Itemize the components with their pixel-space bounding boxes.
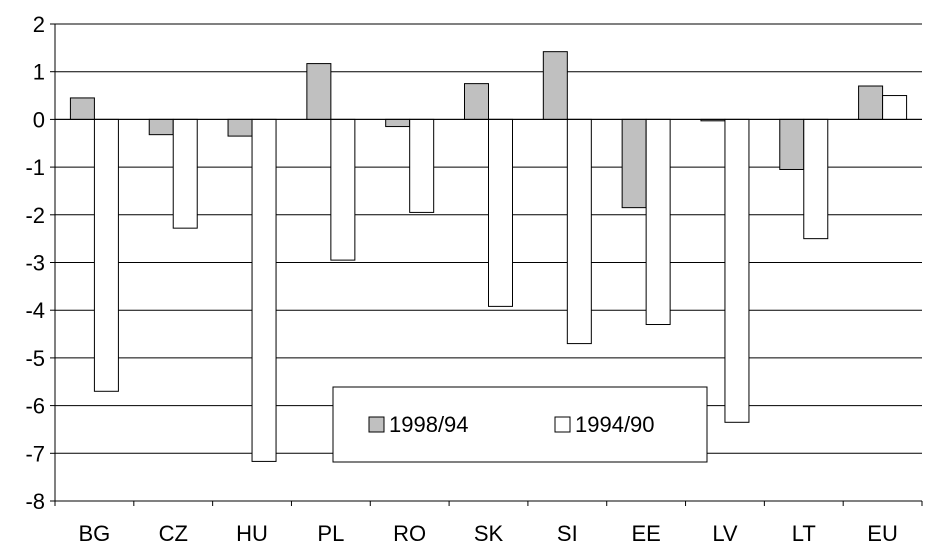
axes <box>50 23 923 506</box>
y-tick-label: -1 <box>25 155 45 180</box>
bars <box>69 51 908 462</box>
y-tick-label: -7 <box>25 441 45 466</box>
legend-swatch-series-2 <box>554 416 571 433</box>
x-tick-label: LV <box>712 521 738 546</box>
x-tick-label: BG <box>79 521 111 546</box>
y-tick-label: -4 <box>25 298 45 323</box>
y-tick-label: -2 <box>25 203 45 228</box>
bar-si-series-1 <box>542 51 568 120</box>
bar-bg-series-1 <box>69 97 95 120</box>
x-tick-label: SK <box>474 521 504 546</box>
bar-lt-series-2 <box>803 118 829 240</box>
x-tick-labels: BG CZ HU PL RO SK SI EE LV LT EU <box>79 521 898 546</box>
legend-swatch-series-1 <box>368 416 385 433</box>
legend-box <box>332 386 708 463</box>
bar-hu-series-2 <box>251 118 277 462</box>
y-tick-label: -3 <box>25 251 45 276</box>
x-tick-label: RO <box>393 521 426 546</box>
y-tick-labels: 2 1 0 -1 -2 -3 -4 -5 -6 -7 -8 <box>25 12 45 514</box>
y-tick-label: -6 <box>25 394 45 419</box>
x-tick-label: PL <box>317 521 344 546</box>
bar-pl-series-2 <box>330 118 356 261</box>
x-tick-label: EE <box>631 521 660 546</box>
x-tick-label: SI <box>557 521 578 546</box>
bar-eu-series-2 <box>882 95 908 120</box>
y-tick-label: 0 <box>33 107 45 132</box>
bar-ee-series-1 <box>621 118 647 209</box>
x-tick-label: EU <box>867 521 898 546</box>
bar-lv-series-2 <box>724 118 750 423</box>
bar-sk-series-2 <box>488 118 513 307</box>
bar-ee-series-2 <box>645 118 671 326</box>
legend-label-series-1: 1998/94 <box>389 412 469 437</box>
legend-label-series-2: 1994/90 <box>575 412 655 437</box>
bar-hu-series-1 <box>227 118 253 137</box>
y-tick-label: 1 <box>33 60 45 85</box>
bar-si-series-2 <box>566 118 592 345</box>
y-tick-label: -8 <box>25 489 45 514</box>
bar-pl-series-1 <box>306 63 332 120</box>
bar-sk-series-1 <box>464 83 489 120</box>
bar-cz-series-2 <box>172 118 198 229</box>
bar-bg-series-2 <box>93 118 119 392</box>
x-tick-label: CZ <box>159 521 188 546</box>
y-tick-label: -5 <box>25 346 45 371</box>
bar-eu-series-1 <box>858 85 884 120</box>
bar-lt-series-1 <box>779 118 805 170</box>
bar-ro-series-1 <box>385 118 411 128</box>
legend: 1998/94 1994/90 <box>332 386 708 463</box>
x-tick-label: HU <box>236 521 268 546</box>
bar-ro-series-2 <box>409 118 435 213</box>
bar-cz-series-1 <box>148 118 174 136</box>
x-tick-label: LT <box>792 521 816 546</box>
y-tick-label: 2 <box>33 12 45 37</box>
